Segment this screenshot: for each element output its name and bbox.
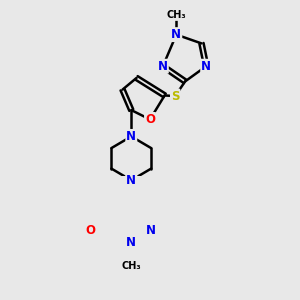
Text: O: O [145,113,155,126]
Text: N: N [201,60,211,73]
Text: N: N [171,28,181,41]
Text: N: N [126,130,136,143]
Text: CH₃: CH₃ [122,261,141,271]
Text: N: N [158,60,168,73]
Text: N: N [146,224,156,237]
Text: CH₃: CH₃ [167,10,186,20]
Text: O: O [85,224,95,237]
Text: S: S [171,89,179,103]
Text: N: N [126,174,136,187]
Text: N: N [126,236,136,249]
